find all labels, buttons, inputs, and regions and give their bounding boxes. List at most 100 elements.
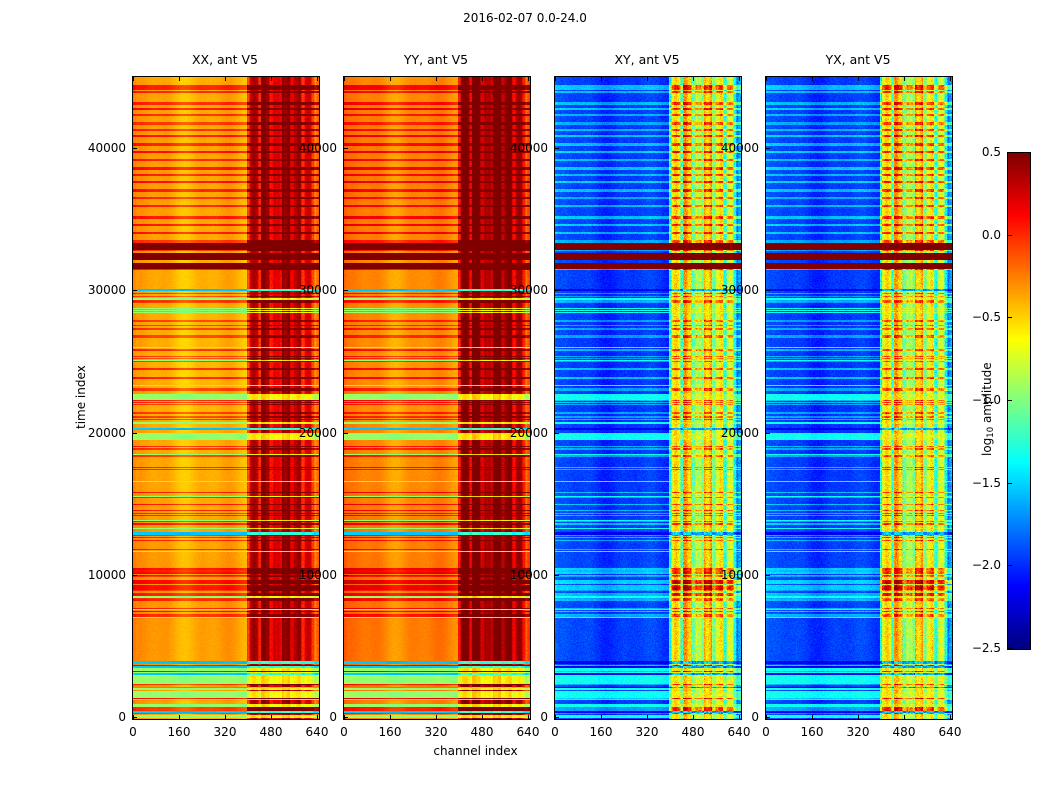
x-tick-label: 320 bbox=[635, 725, 659, 739]
x-tick-label: 0 bbox=[340, 725, 348, 739]
y-tick-mark bbox=[344, 148, 348, 149]
panel-title-xy: XY, ant V5 bbox=[614, 52, 680, 67]
x-tick-mark-top bbox=[555, 77, 556, 81]
x-tick-mark-top bbox=[950, 77, 951, 81]
x-tick-label: 640 bbox=[516, 725, 540, 739]
x-tick-label: 640 bbox=[305, 725, 329, 739]
heatmap-panel-yy bbox=[343, 76, 531, 720]
colorbar-tick-label: −0.5 bbox=[971, 310, 1001, 324]
heatmap-image-xx bbox=[133, 77, 319, 719]
heatmap-image-yx bbox=[766, 77, 952, 719]
y-tick-mark bbox=[133, 717, 137, 718]
colorbar-tick-mark bbox=[1008, 483, 1012, 484]
colorbar-tick-label: −2.5 bbox=[971, 641, 1001, 655]
x-axis-label: channel index bbox=[433, 744, 518, 758]
y-tick-mark bbox=[133, 575, 137, 576]
colorbar bbox=[1007, 152, 1031, 650]
y-tick-mark bbox=[555, 717, 559, 718]
y-tick-label: 40000 bbox=[509, 141, 548, 155]
x-tick-mark-top bbox=[601, 77, 602, 81]
x-tick-mark bbox=[179, 715, 180, 719]
colorbar-tick-mark bbox=[1008, 565, 1012, 566]
x-tick-mark-top bbox=[528, 77, 529, 81]
y-tick-mark bbox=[555, 148, 559, 149]
y-tick-mark bbox=[344, 290, 348, 291]
x-tick-mark-top bbox=[482, 77, 483, 81]
y-tick-mark bbox=[766, 717, 770, 718]
colorbar-tick-mark bbox=[1008, 317, 1012, 318]
y-tick-mark bbox=[766, 290, 770, 291]
x-tick-label: 480 bbox=[259, 725, 283, 739]
y-tick-mark bbox=[344, 433, 348, 434]
y-tick-label: 10000 bbox=[509, 568, 548, 582]
y-tick-label: 30000 bbox=[720, 283, 759, 297]
x-tick-mark-top bbox=[739, 77, 740, 81]
colorbar-tick-label: 0.5 bbox=[981, 145, 1001, 159]
x-tick-mark-top bbox=[858, 77, 859, 81]
x-tick-mark-top bbox=[344, 77, 345, 81]
x-tick-mark bbox=[812, 715, 813, 719]
y-tick-label: 30000 bbox=[509, 283, 548, 297]
y-tick-mark bbox=[133, 148, 137, 149]
y-tick-label: 20000 bbox=[298, 426, 337, 440]
y-tick-mark bbox=[766, 575, 770, 576]
x-tick-mark-top bbox=[436, 77, 437, 81]
x-tick-mark bbox=[528, 715, 529, 719]
heatmap-panel-xy bbox=[554, 76, 742, 720]
x-tick-mark-top bbox=[271, 77, 272, 81]
x-tick-label: 480 bbox=[681, 725, 705, 739]
x-tick-mark bbox=[225, 715, 226, 719]
x-tick-label: 160 bbox=[167, 725, 191, 739]
colorbar-tick-mark bbox=[1008, 648, 1012, 649]
y-tick-label: 20000 bbox=[720, 426, 759, 440]
colorbar-tick-label: 0.0 bbox=[981, 228, 1001, 242]
x-tick-label: 0 bbox=[762, 725, 770, 739]
x-tick-mark bbox=[904, 715, 905, 719]
x-tick-label: 0 bbox=[129, 725, 137, 739]
y-tick-label: 20000 bbox=[509, 426, 548, 440]
x-tick-label: 320 bbox=[846, 725, 870, 739]
x-tick-mark-top bbox=[225, 77, 226, 81]
x-tick-mark bbox=[739, 715, 740, 719]
x-tick-label: 640 bbox=[727, 725, 751, 739]
y-tick-label: 30000 bbox=[87, 283, 126, 297]
y-axis-label: time index bbox=[74, 365, 88, 429]
heatmap-image-xy bbox=[555, 77, 741, 719]
x-tick-label: 320 bbox=[213, 725, 237, 739]
x-tick-mark-top bbox=[133, 77, 134, 81]
x-tick-label: 160 bbox=[378, 725, 402, 739]
colorbar-tick-mark bbox=[1008, 235, 1012, 236]
x-tick-mark bbox=[601, 715, 602, 719]
x-tick-mark bbox=[858, 715, 859, 719]
y-tick-label: 0 bbox=[329, 710, 337, 724]
y-tick-label: 10000 bbox=[720, 568, 759, 582]
x-tick-label: 160 bbox=[589, 725, 613, 739]
colorbar-label: log10 amplitude bbox=[980, 362, 996, 456]
y-tick-mark bbox=[766, 433, 770, 434]
panel-title-yy: YY, ant V5 bbox=[403, 52, 469, 67]
y-tick-mark bbox=[555, 290, 559, 291]
heatmap-panel-xx bbox=[132, 76, 320, 720]
x-tick-mark bbox=[950, 715, 951, 719]
x-tick-mark bbox=[482, 715, 483, 719]
x-tick-mark-top bbox=[179, 77, 180, 81]
colorbar-tick-mark bbox=[1008, 152, 1012, 153]
x-tick-mark-top bbox=[766, 77, 767, 81]
y-tick-mark bbox=[555, 433, 559, 434]
x-tick-mark-top bbox=[904, 77, 905, 81]
y-tick-label: 0 bbox=[540, 710, 548, 724]
x-tick-mark-top bbox=[693, 77, 694, 81]
y-tick-label: 40000 bbox=[87, 141, 126, 155]
x-tick-label: 480 bbox=[470, 725, 494, 739]
heatmap-panel-yx bbox=[765, 76, 953, 720]
y-tick-mark bbox=[133, 433, 137, 434]
y-tick-label: 30000 bbox=[298, 283, 337, 297]
colorbar-tick-label: −1.0 bbox=[971, 393, 1001, 407]
x-tick-mark-top bbox=[812, 77, 813, 81]
x-tick-label: 320 bbox=[424, 725, 448, 739]
x-tick-mark bbox=[693, 715, 694, 719]
colorbar-tick-label: −2.0 bbox=[971, 558, 1001, 572]
x-tick-mark bbox=[436, 715, 437, 719]
y-tick-label: 10000 bbox=[298, 568, 337, 582]
